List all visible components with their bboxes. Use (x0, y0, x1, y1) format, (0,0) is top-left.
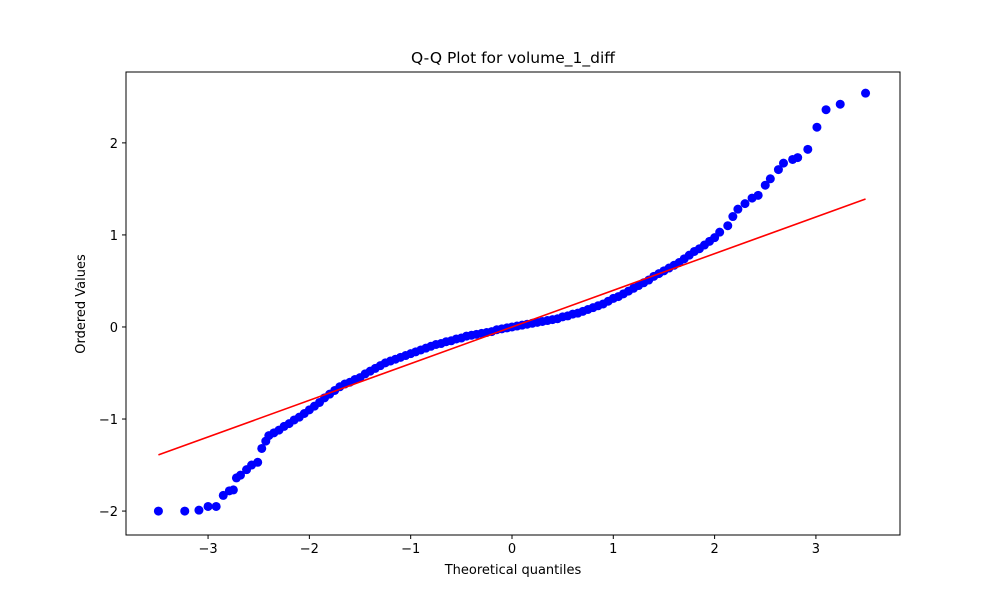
point (773, 165, 783, 175)
x-tick-label: −3 (198, 542, 217, 557)
point (728, 212, 738, 222)
x-tick-label: 2 (710, 542, 718, 557)
y-tick-label: −1 (99, 413, 118, 428)
point (203, 501, 213, 511)
x-tick-label: 1 (609, 542, 617, 557)
point (793, 153, 803, 163)
point (253, 457, 263, 467)
fit-line (158, 198, 866, 456)
y-axis-label: Ordered Values (74, 254, 89, 354)
y-tick-label: −2 (99, 505, 118, 520)
point (211, 501, 221, 511)
point (194, 505, 204, 515)
x-tick-label: 0 (508, 542, 516, 557)
point (715, 227, 725, 237)
x-tick-label: −1 (401, 542, 420, 557)
point (153, 506, 163, 516)
point (765, 174, 775, 184)
point (753, 190, 763, 200)
point (180, 506, 190, 516)
point (235, 470, 245, 480)
x-tick-label: −2 (300, 542, 319, 557)
y-tick-label: 1 (110, 229, 118, 244)
point (778, 158, 788, 168)
y-tick-label: 0 (110, 321, 118, 336)
x-tick-label: 3 (812, 542, 820, 557)
chart-title: Q-Q Plot for volume_1_diff (411, 49, 615, 68)
point (257, 443, 267, 453)
point (835, 99, 845, 109)
point (861, 88, 871, 98)
plot-frame (125, 71, 901, 536)
point (723, 221, 733, 231)
point (760, 180, 770, 190)
y-tick-label: 2 (110, 137, 118, 152)
point (812, 122, 822, 132)
point (821, 105, 831, 115)
point (803, 144, 813, 154)
x-axis-label: Theoretical quantiles (444, 563, 582, 578)
point (228, 485, 238, 495)
point (733, 204, 743, 214)
point (740, 199, 750, 209)
